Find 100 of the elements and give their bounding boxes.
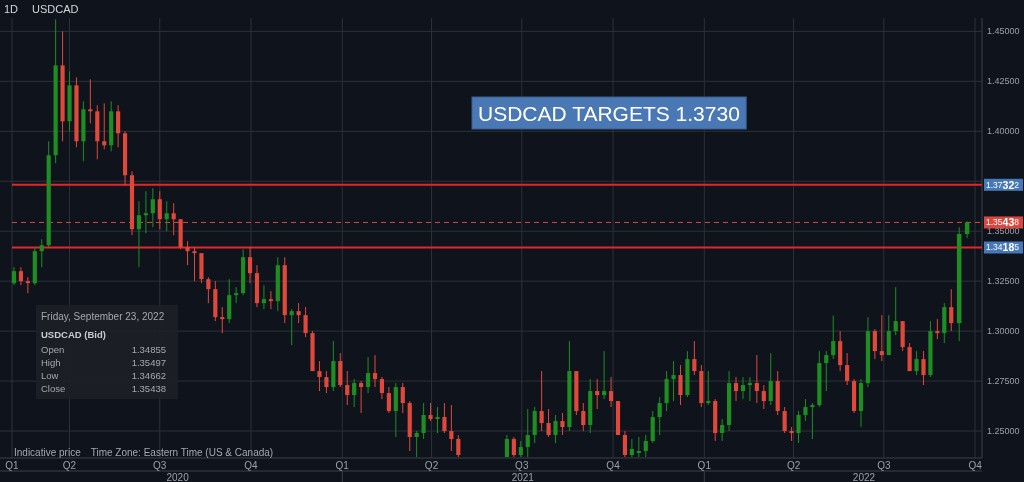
- x-tick-label: Q3: [877, 459, 891, 471]
- y-tick-label: 1.40000: [987, 126, 1020, 137]
- annotation: 1.34855: [131, 343, 166, 355]
- annotation: High: [41, 356, 61, 368]
- candlestick: [796, 410, 801, 444]
- candlestick: [761, 384, 766, 410]
- candlestick: [192, 246, 197, 282]
- candlestick: [296, 302, 301, 324]
- candlestick: [824, 350, 829, 392]
- candlestick: [421, 402, 426, 440]
- candlestick: [602, 350, 607, 400]
- candlestick: [560, 412, 565, 436]
- candlestick: [914, 350, 919, 376]
- candlestick: [720, 418, 725, 442]
- x-tick-label: Q2: [62, 459, 77, 471]
- candlestick: [879, 314, 884, 362]
- candlestick: [893, 286, 898, 336]
- candlestick: [400, 382, 405, 414]
- x-tick-label: Q3: [153, 459, 167, 471]
- x2-tick-label: 2021: [511, 471, 535, 482]
- candlestick: [102, 102, 107, 150]
- candlestick: [636, 436, 641, 458]
- x-tick-label: Q2: [424, 459, 439, 471]
- candlestick: [268, 290, 273, 310]
- candlestick: [907, 342, 912, 372]
- candlestick: [414, 430, 419, 458]
- x-tick-label: Q1: [5, 459, 20, 471]
- candlestick: [449, 404, 454, 452]
- candlestick: [595, 378, 600, 410]
- annotation: USDCAD (Bid): [41, 328, 106, 340]
- candlestick: [740, 376, 746, 400]
- candlestick: [671, 360, 676, 402]
- annotation: Close: [41, 382, 66, 394]
- candlestick: [768, 352, 773, 406]
- y-tick-label: 1.32500: [987, 276, 1020, 287]
- annotation: 1.35438: [131, 382, 166, 394]
- x2-tick-label: 2020: [166, 471, 190, 482]
- candlestick: [143, 190, 148, 234]
- annotation: USDCAD TARGETS 1.3730: [478, 102, 740, 125]
- candlestick: [733, 376, 739, 402]
- candlestick: [949, 288, 954, 332]
- x-tick-label: Q4: [606, 459, 621, 471]
- chart-subtitle: 1D: [4, 3, 19, 15]
- candlestick: [220, 306, 225, 334]
- x2-tick-label: 2022: [852, 471, 876, 482]
- chart-title: USDCAD: [32, 3, 79, 15]
- candlestick: [657, 396, 662, 436]
- candlestick: [25, 276, 30, 294]
- candlestick: [831, 315, 836, 360]
- x-tick-label: Q2: [786, 459, 801, 471]
- candlestick: [261, 284, 266, 310]
- candlestick: [338, 352, 343, 388]
- candlestick: [39, 238, 44, 268]
- candlestick: [303, 306, 308, 338]
- x-tick-label: Q4: [244, 459, 259, 471]
- candlestick: [379, 376, 385, 400]
- candlestick: [511, 436, 516, 458]
- x-tick-label: Q1: [697, 459, 712, 471]
- candlestick: [553, 414, 558, 444]
- y-tick-label: 1.45000: [987, 26, 1020, 37]
- candlestick: [247, 246, 253, 284]
- candlestick: [116, 104, 121, 148]
- candlestick: [581, 402, 586, 432]
- candlestick: [664, 370, 669, 412]
- candlestick: [546, 408, 551, 438]
- candlestick: [782, 406, 787, 434]
- candlestick: [365, 356, 371, 394]
- candlestick: [935, 318, 940, 340]
- y-tick-label: 1.27500: [987, 376, 1020, 387]
- candlestick: [456, 434, 461, 458]
- candlestick: [324, 370, 329, 394]
- candlestick: [206, 276, 211, 304]
- annotation: 1.34662: [131, 369, 166, 381]
- y-tick-label: 1.35000: [987, 226, 1020, 237]
- annotation: Indicative price: [14, 446, 82, 458]
- candlestick: [435, 406, 440, 434]
- annotation: Low: [41, 369, 59, 381]
- candlestick: [289, 308, 294, 346]
- candlestick: [164, 200, 169, 232]
- candlestick: [539, 370, 544, 432]
- candlestick: [706, 370, 711, 406]
- candlestick: [442, 402, 447, 434]
- candlestick: [650, 410, 655, 444]
- x-tick-label: Q1: [335, 459, 350, 471]
- candlestick: [317, 360, 322, 392]
- annotation: Time Zone: Eastern Time (US & Canada): [90, 446, 274, 458]
- candlestick: [532, 406, 537, 444]
- candlestick: [872, 328, 877, 360]
- candlestick: [136, 200, 142, 268]
- candlestick: [810, 402, 815, 440]
- candlestick: [886, 314, 891, 356]
- y-tick-label: 1.30000: [987, 326, 1020, 337]
- y-tick-label: 1.25000: [987, 426, 1020, 437]
- candlestick: [678, 364, 683, 406]
- candlestick: [622, 430, 628, 458]
- candlestick: [525, 408, 530, 458]
- y-tick-label: 1.42500: [987, 76, 1020, 87]
- candlestick: [643, 434, 648, 458]
- candlestick: [845, 352, 850, 386]
- candlestick: [754, 354, 759, 404]
